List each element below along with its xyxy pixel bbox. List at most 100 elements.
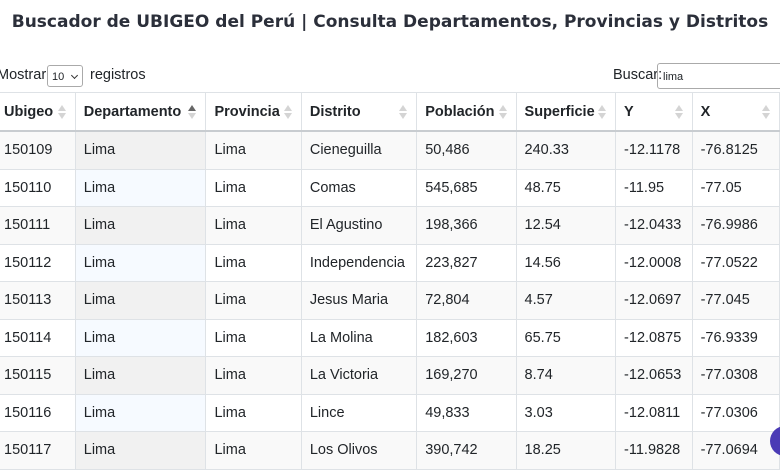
sort-icon bbox=[284, 105, 292, 119]
table-cell: Lima bbox=[205, 281, 302, 320]
sort-icon bbox=[499, 105, 507, 119]
table-cell: -76.9986 bbox=[691, 206, 780, 245]
search-input[interactable]: lima bbox=[657, 63, 780, 89]
table-cell: 3.03 bbox=[515, 393, 617, 432]
table-cell: 14.56 bbox=[515, 243, 617, 282]
table-cell: La Molina bbox=[300, 318, 418, 357]
table-cell: 240.33 bbox=[515, 130, 617, 170]
table-row: 150115 Lima Lima La Victoria 169,270 8.74 -12.… bbox=[0, 356, 780, 395]
table-cell: Lima bbox=[74, 243, 207, 282]
table-cell: Lima bbox=[205, 243, 302, 282]
table-cell: -77.045 bbox=[691, 281, 780, 320]
sort-icon bbox=[58, 105, 66, 119]
table-cell: -12.0008 bbox=[615, 243, 693, 282]
table-row: 150110 Lima Lima Comas 545,685 48.75 -11.95 -77… bbox=[0, 168, 780, 207]
table-cell: 49,833 bbox=[416, 393, 517, 432]
table-row: 150113 Lima Lima Jesus Maria 72,804 4.57 -12.0… bbox=[0, 281, 780, 320]
sort-icon bbox=[762, 105, 770, 119]
table-cell: -77.05 bbox=[691, 168, 780, 207]
table-cell: 72,804 bbox=[416, 281, 517, 320]
table-row: 150112 Lima Lima Independencia 223,827 14.56-… bbox=[0, 243, 780, 282]
page-size-select[interactable]: 10 bbox=[47, 65, 83, 87]
table-cell: 150117 bbox=[0, 431, 76, 470]
column-header[interactable]: X bbox=[691, 92, 780, 132]
table-cell: Los Olivos bbox=[300, 431, 418, 470]
table-cell: Comas bbox=[300, 168, 418, 207]
table-cell: 4.57 bbox=[515, 281, 617, 320]
table-cell: Lima bbox=[74, 281, 207, 320]
sort-icon bbox=[598, 105, 606, 119]
table-row: 150116 Lima Lima Lince 49,833 3.03 -12.0811 -77… bbox=[0, 393, 780, 432]
column-header[interactable]: Y bbox=[615, 92, 693, 132]
show-suffix: registros bbox=[90, 67, 146, 83]
table-cell: 150111 bbox=[0, 206, 76, 245]
table-cell: Jesus Maria bbox=[300, 281, 418, 320]
table-cell: El Agustino bbox=[300, 206, 418, 245]
table-cell: 198,366 bbox=[416, 206, 517, 245]
column-header[interactable]: Ubigeo bbox=[0, 92, 76, 132]
table-row: 150109 Lima Lima Cieneguilla 50,486 240.33 -12… bbox=[0, 130, 780, 170]
table-cell: Lima bbox=[205, 130, 302, 170]
table-cell: -12.0653 bbox=[615, 356, 693, 395]
table-cell: -76.9339 bbox=[691, 318, 780, 357]
table-cell: 169,270 bbox=[416, 356, 517, 395]
column-header[interactable]: Población bbox=[416, 92, 517, 132]
table-cell: 150112 bbox=[0, 243, 76, 282]
table-cell: -12.0433 bbox=[615, 206, 693, 245]
header-row: Ubigeo Departamento Provincia Distrito Pobla… bbox=[0, 92, 780, 132]
table-cell: -11.9828 bbox=[615, 431, 693, 470]
table-cell: 390,742 bbox=[416, 431, 517, 470]
table-cell: Independencia bbox=[300, 243, 418, 282]
chat-button[interactable] bbox=[770, 426, 780, 456]
table-cell: Lima bbox=[205, 356, 302, 395]
table-cell: Lince bbox=[300, 393, 418, 432]
table-cell: -12.0697 bbox=[615, 281, 693, 320]
table-row: 150117 Lima Lima Los Olivos 390,742 18.25 -11.… bbox=[0, 431, 780, 470]
table-cell: 48.75 bbox=[515, 168, 617, 207]
column-header[interactable]: Provincia bbox=[205, 92, 302, 132]
table-cell: Lima bbox=[205, 168, 302, 207]
column-header[interactable]: Distrito bbox=[300, 92, 418, 132]
table-cell: 150114 bbox=[0, 318, 76, 357]
table-row: 150111 Lima Lima El Agustino 198,366 12.54 -12… bbox=[0, 206, 780, 245]
table-cell: -77.0694 bbox=[691, 431, 780, 470]
table-cell: Lima bbox=[74, 130, 207, 170]
column-header[interactable]: Departamento bbox=[74, 92, 207, 132]
table-cell: -77.0522 bbox=[691, 243, 780, 282]
table-cell: Lima bbox=[205, 393, 302, 432]
table-cell: -12.0811 bbox=[615, 393, 693, 432]
table-cell: 223,827 bbox=[416, 243, 517, 282]
table-cell: 182,603 bbox=[416, 318, 517, 357]
search-label: Buscar: bbox=[613, 67, 663, 83]
table-cell: -76.8125 bbox=[691, 130, 780, 170]
sort-icon bbox=[399, 105, 407, 119]
column-header[interactable]: Superficie bbox=[515, 92, 617, 132]
table-cell: Lima bbox=[74, 318, 207, 357]
table-cell: 545,685 bbox=[416, 168, 517, 207]
show-label: Mostrar bbox=[0, 67, 47, 83]
table-cell: Lima bbox=[74, 168, 207, 207]
table-cell: La Victoria bbox=[300, 356, 418, 395]
table-cell: 150109 bbox=[0, 130, 76, 170]
results-table: Ubigeo Departamento Provincia Distrito Pobla… bbox=[0, 92, 780, 470]
table-cell: Lima bbox=[74, 206, 207, 245]
table-cell: -11.95 bbox=[615, 168, 693, 207]
sort-icon bbox=[188, 105, 196, 119]
table-cell: 65.75 bbox=[515, 318, 617, 357]
table-row: 150114 Lima Lima La Molina 182,603 65.75 -12.0… bbox=[0, 318, 780, 357]
table-cell: 18.25 bbox=[515, 431, 617, 470]
table-cell: 150110 bbox=[0, 168, 76, 207]
sort-icon bbox=[675, 105, 683, 119]
table-cell: -77.0308 bbox=[691, 356, 780, 395]
table-cell: -12.0875 bbox=[615, 318, 693, 357]
table-cell: 150113 bbox=[0, 281, 76, 320]
table-cell: Cieneguilla bbox=[300, 130, 418, 170]
table-cell: Lima bbox=[205, 318, 302, 357]
page-title: Buscador de UBIGEO del Perú | Consulta D… bbox=[11, 12, 769, 32]
table-cell: Lima bbox=[205, 431, 302, 470]
table-cell: Lima bbox=[74, 356, 207, 395]
table-cell: Lima bbox=[74, 431, 207, 470]
table-cell: 150116 bbox=[0, 393, 76, 432]
table-cell: Lima bbox=[74, 393, 207, 432]
